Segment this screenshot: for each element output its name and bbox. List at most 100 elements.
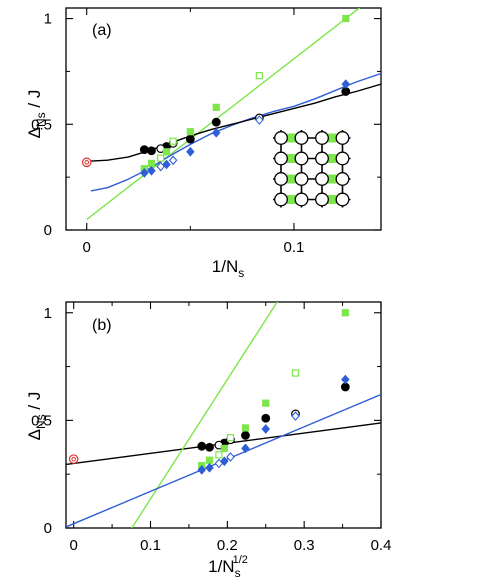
lattice-site — [335, 131, 350, 145]
green-fit-line — [131, 302, 279, 528]
x-axis-label-sub: s — [238, 266, 244, 280]
data-point-diamond — [226, 452, 235, 462]
x-axis-label-main: 1/N — [212, 257, 238, 276]
data-point-square — [205, 456, 214, 464]
lattice-site — [274, 151, 288, 166]
x-tick-label: 0.1 — [140, 537, 161, 554]
lattice-strong-bond — [327, 174, 337, 184]
y-axis-label-sub: Ns — [34, 414, 48, 429]
data-point-target-inner — [71, 456, 76, 462]
x-axis-label: 1/Ns — [212, 257, 244, 280]
panel-label: (b) — [92, 317, 112, 334]
data-point-diamond — [212, 127, 221, 138]
data-point-diamond — [186, 146, 195, 157]
data-point-square — [291, 369, 300, 377]
panel-a-chart: 0 0.1 0 0.5 1 (a) 1/Ns ΔNs / J — [25, 7, 382, 280]
data-point-square — [241, 424, 250, 432]
green-fit-line — [86, 8, 361, 220]
y-tick-label: 0.5 — [31, 116, 52, 133]
lattice-strong-bond — [286, 195, 296, 204]
data-point-square — [341, 309, 349, 317]
lattice-site — [335, 151, 350, 166]
y-axis-label-main: Δ — [25, 429, 44, 440]
lattice-site — [274, 131, 288, 145]
data-point-diamond — [214, 458, 224, 469]
data-point-diamond — [241, 443, 250, 454]
x-tick-label: 0 — [83, 239, 91, 256]
data-point-diamond — [156, 161, 165, 172]
data-point-square — [255, 72, 263, 80]
lattice-strong-bond — [286, 133, 296, 143]
lattice-site — [294, 131, 309, 145]
data-point-diamond — [261, 424, 270, 434]
data-point-square — [169, 137, 177, 145]
data-point-square — [212, 103, 220, 111]
lattice-site — [274, 192, 288, 207]
x-axis-label-main: 1/N — [208, 557, 234, 576]
lattice-site — [294, 172, 309, 186]
blue-fit-line — [90, 72, 381, 192]
y-axis-label-tail: / J — [25, 90, 44, 113]
y-axis-label: ΔNs / J — [25, 90, 48, 139]
data-point-diamond — [140, 168, 149, 178]
data-point-circle — [261, 413, 271, 423]
x-axis-label-sup: 1/2 — [233, 554, 248, 566]
black-fit-line — [86, 83, 381, 162]
y-tick-label: 0.5 — [31, 412, 52, 429]
lattice-site — [335, 172, 350, 186]
x-tick-label: 0.3 — [294, 537, 315, 554]
data-point-diamond — [291, 411, 300, 421]
y-axis-label-tail: / J — [25, 392, 44, 415]
x-axis-label-sub: s — [235, 566, 241, 580]
x-tick-label: 0.1 — [284, 239, 305, 256]
x-tick-label: 0 — [70, 537, 78, 554]
data-point-target-outer — [68, 454, 79, 464]
y-tick-label: 0 — [44, 520, 52, 537]
data-point-circle — [185, 134, 195, 144]
y-tick-label: 1 — [44, 11, 52, 28]
panel-label: (a) — [92, 22, 112, 39]
data-point-square — [157, 154, 165, 162]
data-point-diamond — [341, 374, 350, 385]
plot-frame — [65, 301, 382, 529]
lattice-strong-bond — [286, 154, 296, 163]
x-tick-label: 0.2 — [217, 537, 238, 554]
data-point-circle — [147, 146, 156, 156]
data-point-circle — [340, 382, 350, 392]
lattice-strong-bond — [327, 154, 337, 163]
lattice-site — [274, 172, 288, 186]
data-point-square — [226, 434, 235, 442]
y-tick-label: 1 — [44, 305, 52, 322]
lattice-strong-bond — [327, 195, 337, 204]
data-point-square — [342, 14, 350, 23]
lattice-site — [335, 192, 350, 207]
lattice-strong-bond — [286, 174, 296, 184]
data-point-square — [220, 444, 228, 452]
x-axis-label: 1/Ns1/2 — [208, 554, 248, 580]
data-point-diamond — [205, 462, 214, 473]
lattice-site — [315, 192, 329, 207]
lattice-site — [315, 131, 329, 145]
plot-area — [81, 8, 381, 220]
y-axis-label: ΔNs / J — [25, 392, 48, 441]
data-point-target-outer — [81, 157, 92, 168]
data-point-target-inner — [84, 160, 90, 165]
y-axis-label-sub: Ns — [34, 112, 48, 127]
y-tick-label: 0 — [44, 222, 52, 239]
plot-frame — [65, 7, 382, 231]
data-point-diamond — [341, 79, 351, 89]
data-point-circle — [241, 431, 250, 440]
x-tick-label: 0.4 — [371, 537, 392, 554]
data-point-square — [162, 148, 171, 156]
panel-b-chart: 0 0.1 0.2 0.3 0.4 0 0.5 1 (b) 1/Ns1/2 ΔNs / J — [25, 301, 392, 580]
data-point-diamond — [255, 115, 264, 125]
lattice-inset-diagram — [273, 130, 351, 208]
data-point-square — [262, 399, 270, 407]
lattice-site — [294, 192, 309, 207]
data-point-diamond — [147, 165, 156, 176]
lattice-strong-bond — [327, 133, 337, 143]
data-point-circle — [205, 442, 214, 452]
lattice-site — [315, 151, 329, 166]
data-point-square — [147, 159, 156, 167]
